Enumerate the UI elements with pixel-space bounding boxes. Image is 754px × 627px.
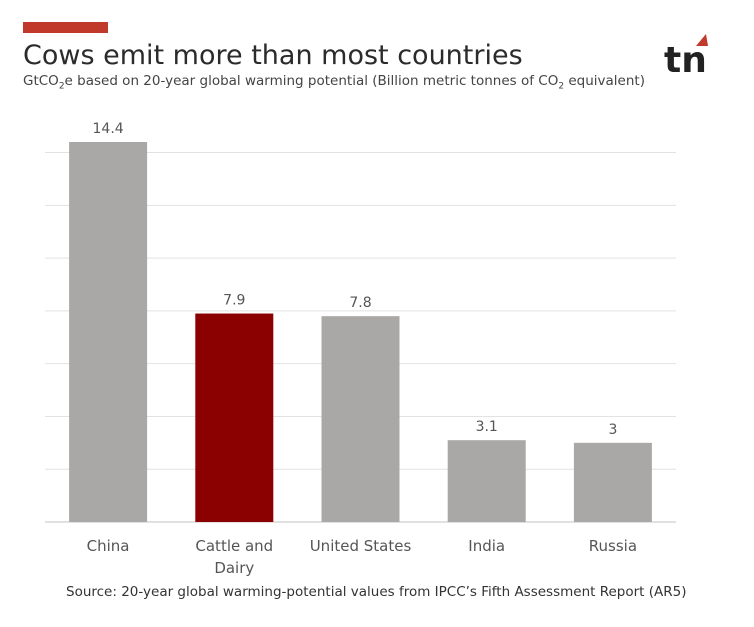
category-label: India bbox=[468, 537, 505, 555]
category-label: Russia bbox=[589, 537, 637, 555]
category-label: Dairy bbox=[214, 559, 254, 577]
category-label: Cattle and bbox=[195, 537, 273, 555]
subtitle-prefix: GtCO bbox=[23, 73, 59, 89]
tn-logo: tn bbox=[664, 34, 708, 76]
bars bbox=[69, 142, 652, 522]
source-note: Source: 20-year global warming-potential… bbox=[66, 584, 687, 600]
subtitle-middle: e based on 20-year global warming potent… bbox=[64, 73, 559, 89]
category-labels: China Cattle and Dairy United States India Ru… bbox=[87, 537, 637, 577]
value-label: 3 bbox=[608, 422, 617, 438]
value-label: 3.1 bbox=[476, 419, 498, 435]
category-label: United States bbox=[310, 537, 412, 555]
bar-united-states bbox=[321, 316, 400, 522]
header-accent-bar bbox=[23, 22, 108, 33]
arrow-up-icon bbox=[696, 34, 708, 46]
subtitle-suffix: equivalent) bbox=[564, 73, 645, 89]
chart-title: Cows emit more than most countries bbox=[23, 40, 523, 71]
bar-india bbox=[447, 440, 526, 522]
subtitle-subscript-1: 2 bbox=[58, 81, 65, 92]
value-label: 14.4 bbox=[93, 121, 124, 137]
bar-russia bbox=[573, 442, 652, 522]
value-label: 7.8 bbox=[349, 295, 371, 311]
chart-subtitle: GtCO2e based on 20-year global warming p… bbox=[23, 73, 645, 92]
subtitle-subscript-2: 2 bbox=[558, 81, 565, 92]
value-label: 7.9 bbox=[223, 293, 245, 309]
bar-cattle-and-dairy bbox=[195, 313, 274, 522]
value-labels: 14.4 7.9 7.8 3.1 3 bbox=[93, 121, 618, 438]
bar-china bbox=[69, 142, 148, 522]
category-label: China bbox=[87, 537, 130, 555]
